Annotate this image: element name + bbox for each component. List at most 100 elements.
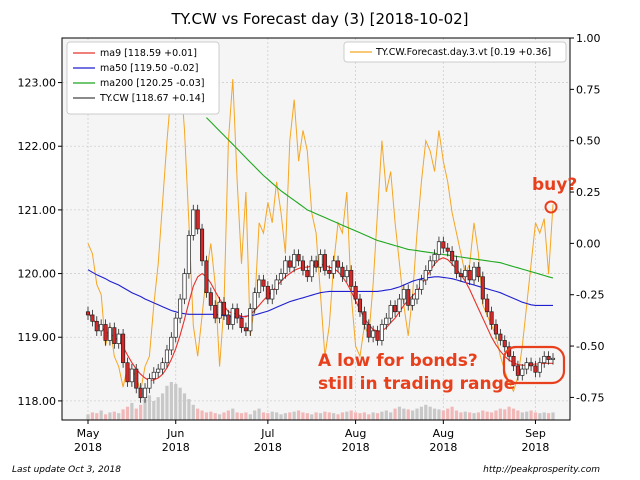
candle-body [173, 317, 178, 338]
candle-body [520, 368, 525, 376]
candle-body [296, 254, 301, 262]
annotation-buy: buy? [532, 175, 577, 195]
volume-bar [498, 408, 502, 420]
volume-bar [108, 412, 112, 420]
x-tick-sublabel: 2018 [429, 441, 457, 454]
candle-body [344, 270, 349, 278]
volume-bar [275, 412, 279, 420]
candle-body [349, 270, 354, 287]
candle-body [419, 279, 424, 290]
candle-body [450, 250, 455, 262]
candle-body [90, 314, 95, 322]
volume-bar [143, 399, 147, 420]
candle-body [458, 273, 463, 278]
y-left-tick-label: 121.00 [18, 204, 57, 217]
candle-body [129, 368, 134, 383]
volume-bar [520, 412, 524, 420]
candle-body [546, 355, 551, 360]
candle-body [493, 324, 499, 335]
candle-body [292, 254, 297, 268]
candle-body [533, 365, 538, 373]
candle-body [524, 362, 529, 370]
volume-bar [367, 414, 371, 420]
candle-body [278, 273, 284, 281]
volume-bar [389, 412, 393, 420]
volume-bar [178, 387, 182, 420]
candle-body [287, 260, 292, 268]
volume-bar [253, 410, 257, 420]
candle-body [230, 308, 235, 325]
legend-right-box [343, 41, 567, 63]
chart-title: TY.CW vs Forecast day (3) [2018-10-02] [170, 10, 468, 28]
volume-bar [147, 395, 152, 420]
volume-bar [218, 414, 222, 420]
candle-body [99, 324, 104, 332]
volume-bar [450, 406, 454, 420]
candle-body [353, 285, 358, 300]
volume-bar [187, 399, 191, 420]
volume-bar [239, 413, 244, 420]
volume-bar [397, 406, 402, 420]
candle-body [213, 305, 218, 319]
volume-bar [204, 412, 209, 420]
y-right-tick-label: 1.00 [576, 32, 601, 45]
volume-bar [332, 413, 336, 420]
candle-body [542, 355, 547, 364]
volume-bar [257, 408, 261, 420]
y-left-tick-label: 119.00 [18, 331, 57, 344]
y-right-tick-label: 0.50 [576, 135, 601, 148]
candle-body [366, 324, 371, 338]
volume-bars [86, 382, 555, 420]
volume-bar [283, 413, 288, 420]
candle-body [274, 279, 279, 290]
volume-bar [525, 411, 529, 420]
candle-body [318, 254, 323, 268]
candle-body [550, 357, 556, 360]
candle-body [406, 289, 411, 306]
volume-bar [345, 411, 349, 420]
y-right-tick-label: -0.75 [576, 391, 604, 404]
candle-body [441, 241, 446, 249]
candle-body [243, 327, 248, 332]
volume-bar [182, 393, 187, 420]
legend-label-ma9: ma9 [118.59 +0.01] [100, 48, 197, 59]
x-tick-sublabel: 2018 [342, 441, 370, 454]
volume-bar [134, 408, 138, 420]
plot-frame [61, 37, 571, 421]
candle-body [200, 228, 205, 262]
volume-bar [226, 410, 230, 420]
y-left-tick-label: 120.00 [18, 268, 57, 281]
volume-bar [248, 414, 252, 420]
candle-body [94, 320, 99, 332]
volume-bar [463, 411, 467, 420]
volume-bar [516, 410, 520, 420]
candle-body [169, 336, 174, 351]
volume-bar [270, 411, 274, 420]
volume-bar [547, 413, 551, 420]
candle-body [239, 317, 244, 329]
volume-bar [125, 406, 130, 420]
volume-bar [327, 412, 331, 420]
volume-bar [415, 408, 419, 420]
legend-left-box [66, 41, 220, 115]
volume-bar [86, 414, 90, 420]
candle-body [208, 292, 213, 306]
volume-bar [459, 412, 463, 420]
candle-body [204, 260, 209, 294]
x-tick-label: Sep [525, 427, 546, 440]
candle-body [151, 371, 156, 379]
volume-bar [437, 409, 441, 420]
candle-body [432, 254, 437, 262]
candle-body [248, 308, 253, 332]
candle-body [134, 368, 139, 389]
volume-bar [266, 413, 270, 420]
volume-bar [99, 410, 103, 420]
candle-body [471, 266, 477, 281]
candles [85, 204, 556, 403]
volume-bar [156, 397, 160, 420]
volume-bar [511, 408, 516, 420]
x-tick-sublabel: 2018 [521, 441, 549, 454]
candle-body [480, 276, 485, 300]
candle-body [160, 362, 165, 370]
